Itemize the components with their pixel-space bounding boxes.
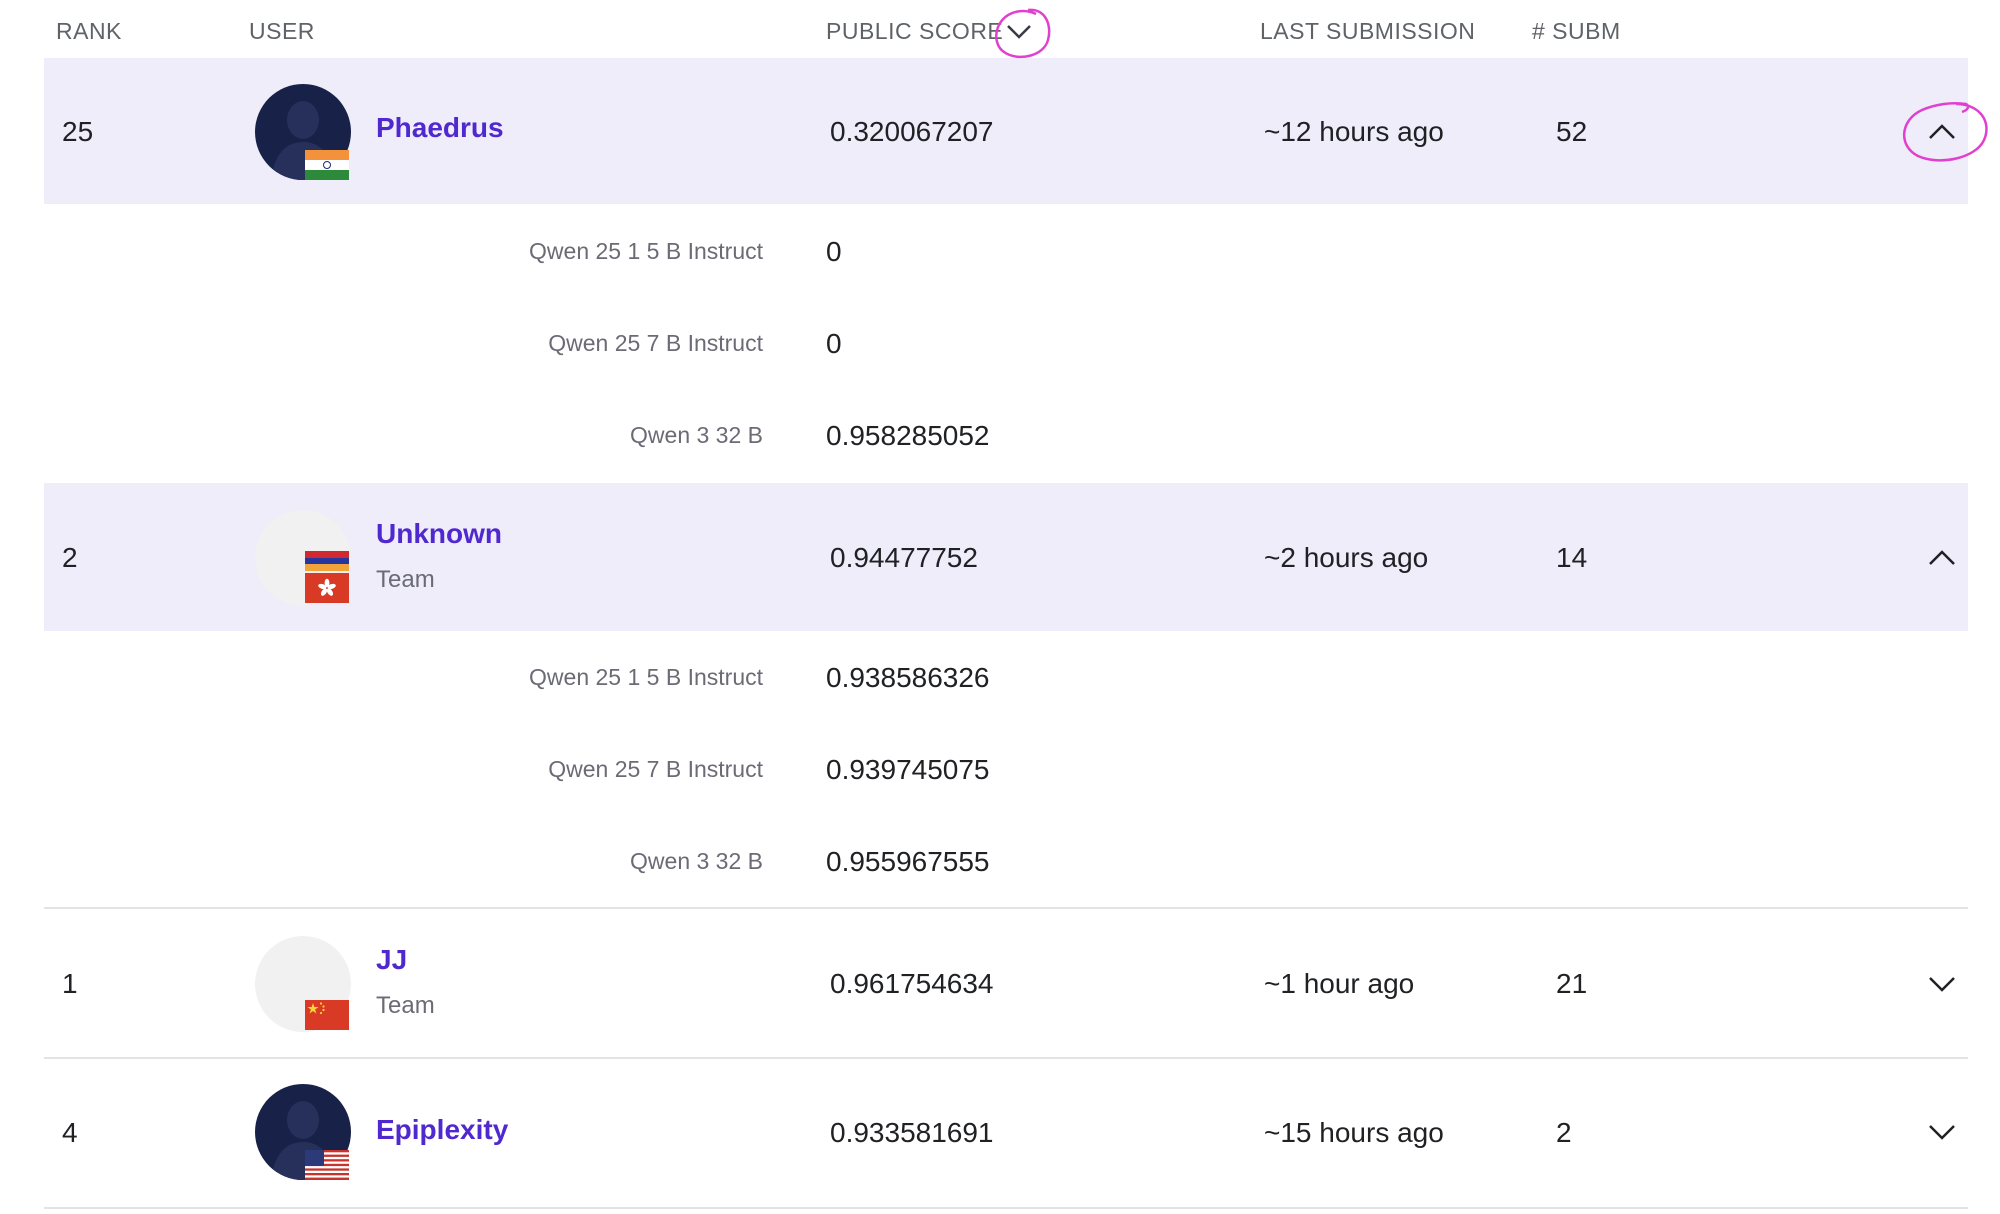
last-submission-value: ~15 hours ago [1264, 1117, 1444, 1148]
model-score: 0.938586326 [826, 662, 990, 693]
row-rank: 25 [62, 116, 94, 147]
last-submission-value: ~12 hours ago [1264, 116, 1444, 147]
row-divider [44, 907, 1968, 909]
row-rank: 4 [62, 1117, 78, 1148]
usa-flag-icon [305, 1150, 349, 1180]
hong-kong-flag-icon [305, 573, 349, 603]
model-label: Qwen 25 7 B Instruct [548, 330, 763, 356]
row-divider [44, 1057, 1968, 1059]
model-label: Qwen 3 32 B [630, 422, 763, 448]
model-label: Qwen 25 1 5 B Instruct [529, 238, 763, 264]
model-label: Qwen 25 7 B Instruct [548, 756, 763, 782]
column-header-last-submission[interactable]: LAST SUBMISSION [1260, 18, 1476, 44]
team-subtitle: Team [376, 566, 435, 593]
collapse-chevron-up-icon[interactable] [1922, 120, 1962, 144]
row-rank: 2 [62, 542, 78, 573]
model-score: 0.939745075 [826, 754, 990, 785]
model-label: Qwen 3 32 B [630, 848, 763, 874]
team-subtitle: Team [376, 992, 435, 1019]
column-header-submissions[interactable]: # SUBM [1532, 18, 1621, 44]
last-submission-value: ~2 hours ago [1264, 542, 1429, 573]
sort-chevron-down-icon[interactable] [1004, 22, 1034, 42]
column-header-user[interactable]: USER [249, 18, 315, 44]
india-flag-icon [305, 150, 349, 180]
column-header-public-score[interactable]: PUBLIC SCORE [826, 18, 1004, 44]
collapse-chevron-up-icon[interactable] [1922, 546, 1962, 570]
public-score-value: 0.933581691 [830, 1117, 994, 1148]
column-header-rank[interactable]: RANK [56, 18, 122, 44]
user-name-link[interactable]: JJ [376, 944, 408, 975]
model-label: Qwen 25 1 5 B Instruct [529, 664, 763, 690]
model-score: 0 [826, 236, 842, 267]
last-submission-value: ~1 hour ago [1264, 968, 1415, 999]
row-rank: 1 [62, 968, 78, 999]
public-score-value: 0.320067207 [830, 116, 994, 147]
armenia-flag-icon [305, 551, 349, 571]
row-divider [44, 1207, 1968, 1209]
china-flag-icon [305, 1000, 349, 1030]
submission-count: 14 [1556, 542, 1588, 573]
model-score: 0 [826, 328, 842, 359]
model-score: 0.958285052 [826, 420, 990, 451]
expand-chevron-down-icon[interactable] [1922, 1120, 1962, 1144]
submission-count: 52 [1556, 116, 1588, 147]
public-score-value: 0.961754634 [830, 968, 994, 999]
user-name-link[interactable]: Phaedrus [376, 112, 504, 143]
table-row-phaedrus[interactable] [44, 58, 1968, 204]
submission-count: 21 [1556, 968, 1588, 999]
public-score-value: 0.94477752 [830, 542, 978, 573]
expand-chevron-down-icon[interactable] [1922, 972, 1962, 996]
table-row-unknown[interactable] [44, 483, 1968, 631]
user-name-link[interactable]: Epiplexity [376, 1114, 509, 1145]
model-score: 0.955967555 [826, 846, 990, 877]
user-name-link[interactable]: Unknown [376, 518, 502, 549]
submission-count: 2 [1556, 1117, 1572, 1148]
